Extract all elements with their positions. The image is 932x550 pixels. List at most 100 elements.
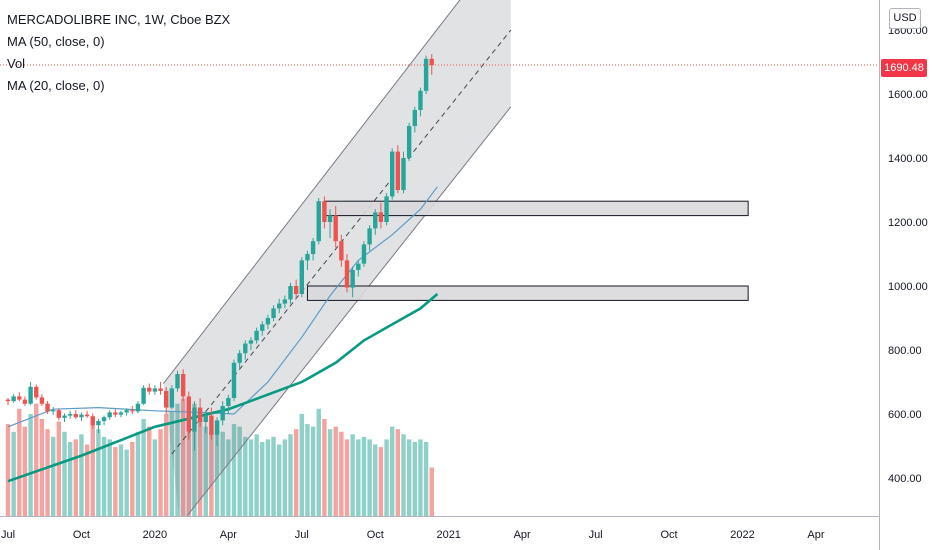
volume-bar (113, 447, 118, 516)
volume-bar (130, 441, 135, 516)
volume-bar (361, 436, 367, 516)
volume-bar (305, 424, 310, 516)
volume-bar (322, 418, 327, 516)
candle-body (96, 421, 101, 426)
candle-body (429, 58, 434, 66)
candle-body (169, 388, 175, 408)
candle (39, 394, 45, 406)
candle-body (356, 263, 361, 270)
volume-bar (175, 403, 180, 516)
candle (34, 384, 39, 400)
candle-body (147, 387, 152, 392)
volume-bar (28, 413, 33, 516)
candle-body (310, 241, 316, 254)
candle-body (39, 397, 45, 404)
candle-body (282, 299, 288, 304)
candle (356, 260, 361, 277)
candle-body (79, 414, 84, 418)
y-tick-label: 1000.00 (888, 281, 928, 293)
volume-bar (350, 434, 355, 516)
candle (11, 394, 16, 403)
candle-body (378, 212, 384, 222)
candle (237, 350, 242, 370)
candle-body (45, 403, 50, 412)
candle (322, 196, 327, 229)
volume-bar (79, 434, 84, 516)
candle-body (277, 303, 282, 309)
candle-body (22, 399, 28, 404)
candle-body (231, 362, 237, 398)
candle (361, 241, 367, 267)
candle-body (101, 417, 107, 422)
candle (288, 282, 293, 304)
candle (412, 106, 417, 133)
candle (367, 225, 372, 251)
candle (17, 392, 22, 402)
chart-legend: MERCADOLIBRE INC, 1W, Cboe BZX MA (50, c… (7, 9, 230, 97)
y-tick-label: 1200.00 (888, 217, 928, 229)
candle-body (243, 343, 248, 354)
candle-body (220, 406, 225, 421)
candle-body (152, 388, 158, 392)
candle-body (51, 410, 56, 412)
x-tick-label: 2022 (730, 529, 754, 541)
volume-bar (390, 426, 395, 516)
volume-legend[interactable]: Vol (7, 56, 26, 71)
candle (45, 401, 50, 414)
currency-badge[interactable]: USD (889, 8, 921, 29)
volume-bar (248, 439, 254, 516)
x-tick-label: Jul (295, 529, 309, 541)
candle-body (260, 324, 265, 331)
candle-body (293, 286, 299, 294)
candle-body (322, 201, 327, 222)
volume-bar (378, 447, 384, 516)
x-tick-label: Apr (807, 529, 824, 541)
candle (28, 382, 33, 406)
x-tick-label: Apr (220, 529, 237, 541)
volume-bar (22, 426, 28, 516)
candle (5, 398, 11, 406)
candle-body (197, 407, 203, 422)
candle (197, 398, 203, 427)
volume-bar (288, 434, 293, 516)
volume-bar (164, 413, 169, 516)
ma50-legend[interactable]: MA (50, close, 0) (7, 34, 105, 49)
volume-bar (169, 411, 175, 516)
symbol-title: MERCADOLIBRE INC, 1W, Cboe BZX (7, 12, 231, 27)
volume-bar (17, 408, 22, 516)
candle (180, 369, 186, 402)
volume-bar (401, 434, 406, 516)
candle (107, 410, 112, 420)
candle-body (118, 412, 124, 415)
candle-body (209, 415, 214, 435)
candle-body (34, 386, 39, 398)
candle-body (84, 414, 90, 417)
candle (141, 385, 146, 406)
y-tick-label: 600.00 (888, 409, 922, 421)
volume-bar (107, 439, 112, 516)
candle (84, 410, 90, 418)
candle (192, 401, 197, 451)
candle-body (90, 416, 95, 426)
y-tick-label: 1600.00 (888, 89, 928, 101)
volume-bar (34, 403, 39, 516)
volume-bar (406, 439, 412, 516)
candle-body (248, 340, 254, 344)
candle (231, 359, 237, 402)
candle (333, 206, 338, 248)
last-price-label: 1690.48 (881, 59, 927, 77)
candle (67, 410, 73, 419)
support-zone (306, 285, 749, 301)
candle (401, 151, 406, 194)
candle (130, 406, 135, 414)
volume-bar (124, 449, 129, 516)
volume-bar (39, 418, 45, 516)
candle-body (288, 286, 293, 300)
candle-body (124, 410, 129, 413)
volume-bar (62, 431, 67, 516)
candle-body (423, 58, 429, 91)
ma20-legend[interactable]: MA (20, close, 0) (7, 78, 105, 93)
candle-body (28, 386, 33, 404)
volume-bar (209, 431, 214, 516)
